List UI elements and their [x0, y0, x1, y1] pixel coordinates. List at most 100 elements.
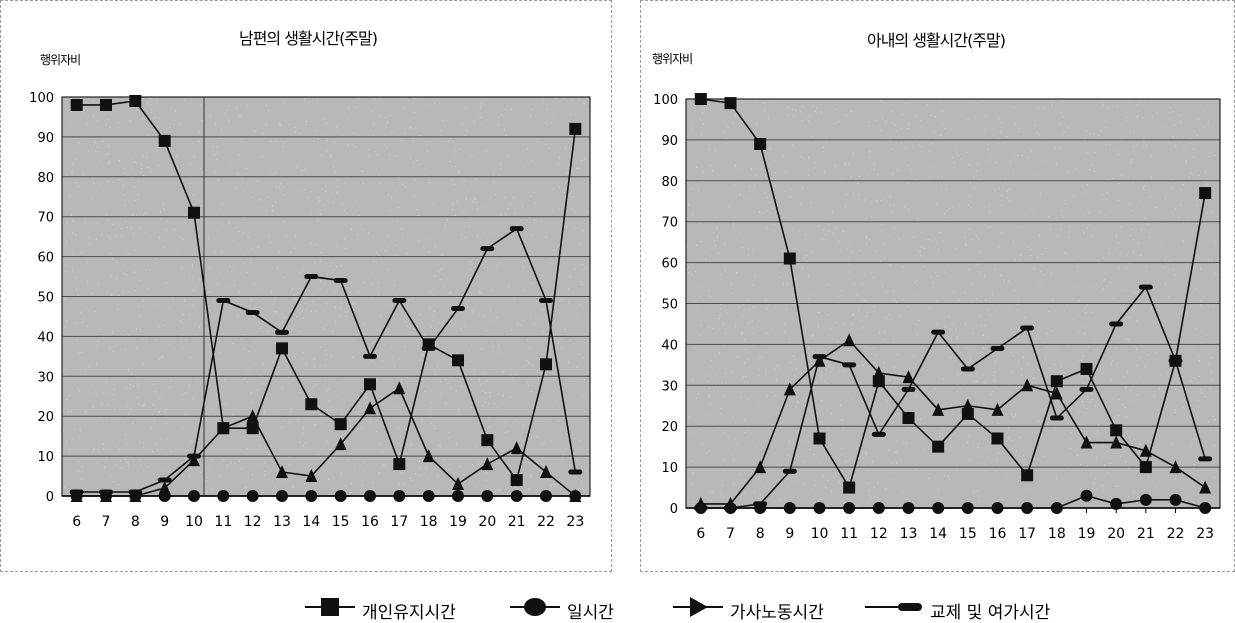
- texture-dot: [770, 212, 772, 214]
- texture-dot: [238, 115, 240, 117]
- texture-dot: [275, 297, 277, 299]
- texture-dot: [359, 223, 361, 225]
- texture-dot: [1209, 357, 1211, 359]
- texture-dot: [689, 433, 691, 435]
- dash-point: [960, 366, 975, 372]
- texture-dot: [240, 338, 242, 340]
- texture-dot: [1147, 476, 1149, 478]
- texture-dot: [1033, 376, 1035, 378]
- texture-dot: [801, 267, 803, 269]
- texture-dot: [1155, 206, 1157, 208]
- texture-dot: [170, 451, 172, 453]
- texture-dot: [455, 390, 457, 392]
- texture-dot: [371, 487, 373, 489]
- texture-dot: [347, 443, 349, 445]
- texture-dot: [220, 129, 222, 131]
- texture-dot: [389, 209, 391, 211]
- texture-dot: [1012, 439, 1014, 441]
- y-tick-label: 0: [670, 502, 678, 517]
- texture-dot: [1042, 455, 1044, 457]
- texture-dot: [172, 297, 174, 299]
- triangle-point: [246, 409, 259, 423]
- texture-dot: [289, 411, 291, 413]
- x-tick-label: 23: [1196, 526, 1214, 542]
- texture-dot: [248, 351, 250, 353]
- texture-dot: [500, 163, 502, 165]
- texture-dot: [130, 226, 132, 228]
- texture-dot: [319, 288, 321, 290]
- texture-dot: [1125, 415, 1127, 417]
- texture-dot: [1012, 173, 1014, 175]
- texture-dot: [951, 156, 953, 158]
- texture-dot: [571, 208, 573, 210]
- texture-dot: [142, 155, 144, 157]
- texture-dot: [182, 166, 184, 168]
- texture-dot: [463, 180, 465, 182]
- circle-point: [872, 502, 885, 514]
- texture-dot: [439, 269, 441, 271]
- texture-dot: [109, 347, 111, 349]
- texture-dot: [409, 127, 411, 129]
- texture-dot: [1112, 359, 1114, 361]
- texture-dot: [67, 411, 69, 413]
- texture-dot: [795, 109, 797, 111]
- texture-dot: [275, 186, 277, 188]
- texture-dot: [1182, 184, 1184, 186]
- texture-dot: [421, 418, 423, 420]
- texture-dot: [92, 115, 94, 117]
- texture-dot: [497, 117, 499, 119]
- texture-dot: [717, 237, 719, 239]
- texture-dot: [970, 207, 972, 209]
- texture-dot: [204, 402, 206, 404]
- texture-dot: [368, 156, 370, 158]
- texture-dot: [957, 391, 959, 393]
- texture-dot: [1211, 260, 1213, 262]
- texture-dot: [1102, 280, 1104, 282]
- texture-dot: [733, 483, 735, 485]
- texture-dot: [950, 336, 952, 338]
- texture-dot: [834, 122, 836, 124]
- texture-dot: [1072, 396, 1074, 398]
- texture-dot: [1169, 106, 1171, 108]
- circle-point: [422, 490, 435, 502]
- texture-dot: [326, 440, 328, 442]
- texture-dot: [1064, 130, 1066, 132]
- texture-dot: [733, 222, 735, 224]
- texture-dot: [1180, 141, 1182, 143]
- texture-dot: [766, 227, 768, 229]
- texture-dot: [1056, 344, 1058, 346]
- texture-dot: [375, 150, 377, 152]
- texture-dot: [537, 317, 539, 319]
- texture-dot: [522, 266, 524, 268]
- texture-dot: [758, 357, 760, 359]
- texture-dot: [1197, 399, 1199, 401]
- texture-dot: [693, 107, 695, 109]
- texture-dot: [371, 297, 373, 299]
- texture-dot: [1134, 438, 1136, 440]
- texture-dot: [541, 275, 543, 277]
- texture-dot: [193, 156, 195, 158]
- texture-dot: [1005, 350, 1007, 352]
- texture-dot: [206, 491, 208, 493]
- texture-dot: [429, 105, 431, 107]
- texture-dot: [122, 194, 124, 196]
- texture-dot: [363, 461, 365, 463]
- texture-dot: [66, 222, 68, 224]
- texture-dot: [744, 491, 746, 493]
- texture-dot: [866, 453, 868, 455]
- texture-dot: [811, 489, 813, 491]
- texture-dot: [1094, 170, 1096, 172]
- texture-dot: [1175, 145, 1177, 147]
- texture-dot: [1116, 234, 1118, 236]
- texture-dot: [367, 415, 369, 417]
- texture-dot: [183, 347, 185, 349]
- square-point: [1050, 375, 1063, 388]
- texture-dot: [832, 368, 834, 370]
- texture-dot: [1129, 401, 1131, 403]
- texture-dot: [1190, 380, 1192, 382]
- texture-dot: [305, 442, 307, 444]
- texture-dot: [1138, 442, 1140, 444]
- texture-dot: [825, 369, 827, 371]
- texture-dot: [526, 381, 528, 383]
- texture-dot: [979, 179, 981, 181]
